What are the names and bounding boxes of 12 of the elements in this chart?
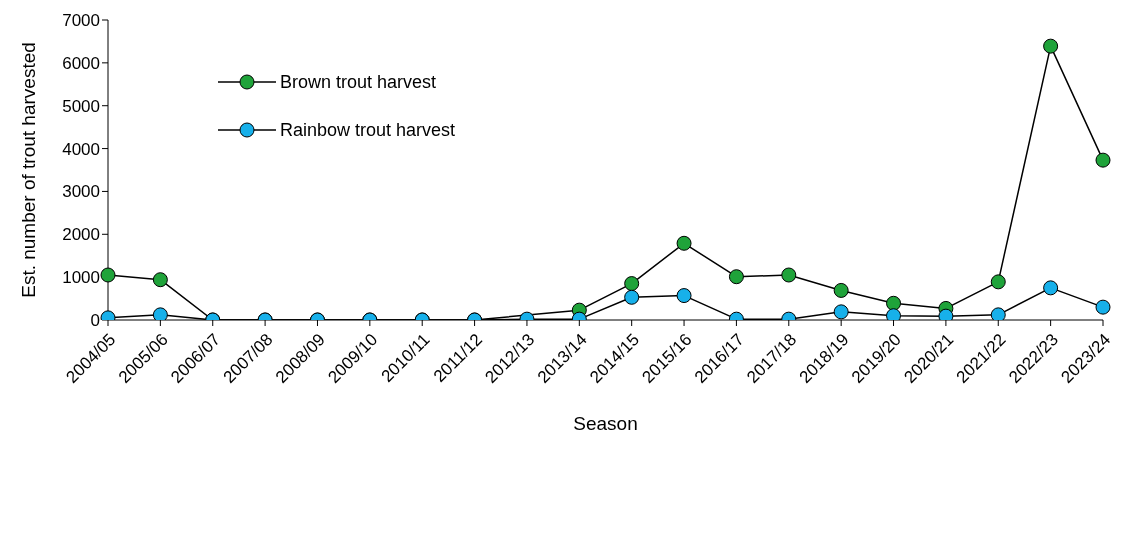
y-axis-title: Est. number of trout harvested: [17, 42, 39, 298]
y-tick-label: 7000: [62, 11, 100, 31]
y-tick-label: 6000: [62, 53, 100, 73]
y-tick-label: 3000: [62, 182, 100, 202]
x-axis-title: Season: [573, 413, 638, 434]
y-tick-label: 5000: [62, 96, 100, 116]
y-tick-label: 1000: [62, 268, 100, 288]
y-tick-label: 4000: [62, 139, 100, 159]
y-tick-label: 2000: [62, 225, 100, 245]
legend-label: Rainbow trout harvest: [280, 119, 456, 141]
legend-label: Brown trout harvest: [280, 71, 437, 93]
y-tick-label: 0: [90, 311, 100, 331]
